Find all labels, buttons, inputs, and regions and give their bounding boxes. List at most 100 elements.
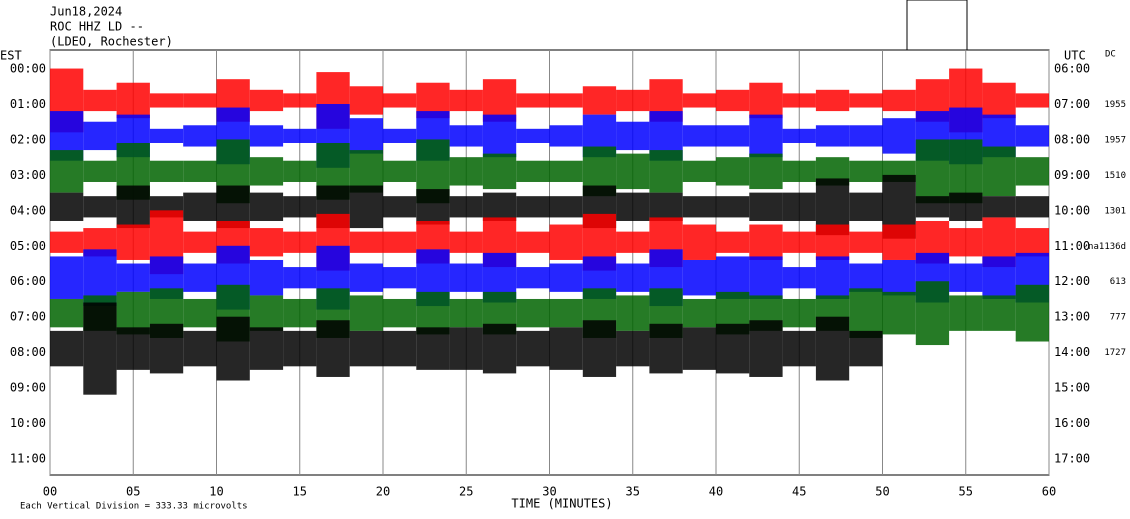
x-tick-label: 10 — [209, 485, 223, 499]
footer: Each Vertical Division = 333.33 microvol… — [20, 502, 248, 512]
trace-envelope — [549, 327, 583, 370]
right-row-label: 09:00 — [1054, 168, 1090, 182]
trace-envelope — [849, 231, 883, 253]
left-row-label: 03:00 — [10, 168, 46, 182]
trace-envelope — [682, 160, 716, 182]
trace-envelope — [283, 160, 317, 182]
right-row-label: 06:00 — [1054, 62, 1090, 76]
trace-envelope — [616, 153, 650, 190]
trace-envelope — [616, 231, 650, 253]
trace-envelope — [682, 298, 716, 328]
trace-envelope — [349, 185, 383, 229]
left-row-label: 07:00 — [10, 310, 46, 324]
trace-envelope — [183, 263, 217, 292]
trace-envelope — [149, 93, 184, 108]
trace-envelope — [716, 89, 750, 112]
trace-envelope — [283, 93, 317, 108]
row-stat: 1510 — [1104, 171, 1126, 181]
trace-envelope — [815, 125, 850, 147]
trace-envelope — [1015, 157, 1049, 186]
trace-envelope — [383, 160, 417, 182]
trace-envelope — [283, 231, 317, 253]
trace-envelope — [283, 330, 317, 367]
trace-envelope — [649, 192, 683, 221]
right-header: DC — [1105, 50, 1116, 60]
trace-envelope — [50, 256, 84, 299]
trace-envelope — [616, 89, 650, 112]
trace-envelope — [749, 224, 783, 260]
trace-envelope — [582, 86, 617, 115]
trace-envelope — [516, 196, 550, 218]
trace-envelope — [849, 125, 883, 147]
left-row-label: 01:00 — [10, 97, 46, 111]
trace-envelope — [516, 93, 550, 108]
trace-envelope — [1015, 125, 1049, 147]
trace-envelope — [849, 192, 883, 221]
trace-envelope — [116, 185, 150, 229]
clip-box — [906, 0, 968, 50]
trace-envelope — [83, 160, 117, 182]
trace-envelope — [982, 82, 1016, 119]
left-row-label: 09:00 — [10, 381, 46, 395]
trace-envelope — [682, 196, 716, 218]
trace-envelope — [616, 121, 650, 151]
trace-envelope — [915, 139, 950, 204]
trace-envelope — [649, 150, 683, 193]
trace-envelope — [782, 192, 816, 221]
trace-envelope — [349, 231, 383, 253]
trace-envelope — [549, 298, 583, 328]
trace-envelope — [849, 288, 883, 338]
trace-envelope — [183, 192, 217, 221]
trace-envelope — [915, 281, 950, 346]
right-row-label: 15:00 — [1054, 381, 1090, 395]
trace-envelope — [982, 295, 1016, 331]
x-tick-label: 60 — [1042, 485, 1056, 499]
trace-envelope — [283, 128, 317, 143]
left-axis-label: EST — [0, 49, 22, 63]
trace-envelope — [949, 228, 983, 257]
trace-envelope — [50, 150, 84, 193]
trace-envelope — [149, 160, 184, 182]
trace-envelope — [449, 327, 483, 370]
left-row-label: 08:00 — [10, 345, 46, 359]
trace-envelope — [249, 89, 284, 112]
trace-envelope — [349, 118, 383, 154]
trace-envelope — [283, 196, 317, 218]
trace-envelope — [1015, 196, 1049, 218]
trace-envelope — [50, 231, 84, 253]
trace-envelope — [183, 330, 217, 367]
trace-envelope — [849, 263, 883, 292]
right-row-label: 14:00 — [1054, 345, 1090, 359]
trace-envelope — [815, 224, 850, 260]
trace-envelope — [815, 256, 850, 299]
trace-envelope — [716, 125, 750, 147]
trace-envelope — [249, 125, 284, 147]
trace-envelope — [682, 93, 716, 108]
trace-envelope — [383, 231, 417, 253]
x-tick-label: 15 — [293, 485, 307, 499]
title-line: ROC HHZ LD -- — [50, 20, 144, 34]
right-axis-label: UTC — [1064, 49, 1086, 63]
x-tick-label: 35 — [626, 485, 640, 499]
trace-envelope — [449, 157, 483, 186]
trace-envelope — [316, 320, 350, 377]
right-row-label: 08:00 — [1054, 132, 1090, 146]
trace-envelope — [716, 323, 750, 374]
x-tick-label: 20 — [376, 485, 390, 499]
left-row-label: 10:00 — [10, 416, 46, 430]
left-row-label: 02:00 — [10, 132, 46, 146]
trace-envelope — [782, 298, 816, 328]
trace-envelope — [749, 256, 783, 299]
title-line: Jun18,2024 — [50, 5, 122, 19]
trace-envelope — [882, 118, 916, 154]
trace-envelope — [449, 89, 483, 112]
trace-envelope — [50, 330, 84, 367]
trace-envelope — [283, 298, 317, 328]
trace-envelope — [183, 231, 217, 253]
trace-envelope — [216, 316, 250, 381]
trace-envelope — [649, 323, 683, 374]
trace-envelope — [716, 157, 750, 186]
trace-envelope — [183, 93, 217, 108]
trace-envelope — [116, 327, 150, 370]
trace-envelope — [782, 128, 816, 143]
